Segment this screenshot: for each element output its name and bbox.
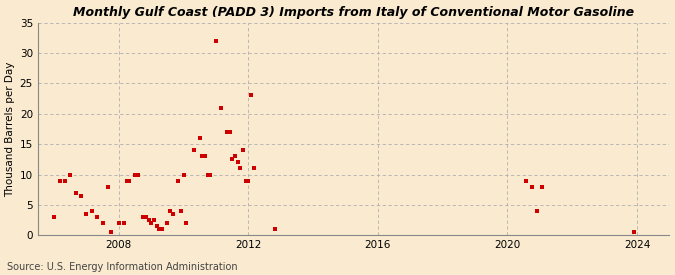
Point	[173, 178, 184, 183]
Point	[197, 154, 208, 158]
Point	[132, 172, 143, 177]
Point	[92, 215, 103, 219]
Point	[200, 154, 211, 158]
Point	[526, 185, 537, 189]
Point	[230, 154, 240, 158]
Point	[143, 218, 154, 222]
Point	[629, 230, 640, 235]
Text: Source: U.S. Energy Information Administration: Source: U.S. Energy Information Administ…	[7, 262, 238, 272]
Point	[221, 130, 232, 134]
Point	[157, 227, 167, 232]
Point	[54, 178, 65, 183]
Point	[151, 224, 162, 229]
Point	[521, 178, 532, 183]
Point	[113, 221, 124, 226]
Point	[122, 178, 132, 183]
Point	[165, 209, 176, 213]
Point	[86, 209, 97, 213]
Point	[59, 178, 70, 183]
Point	[162, 221, 173, 226]
Point	[205, 172, 216, 177]
Point	[176, 209, 186, 213]
Point	[81, 212, 92, 216]
Point	[154, 227, 165, 232]
Point	[70, 191, 81, 195]
Point	[140, 215, 151, 219]
Point	[124, 178, 135, 183]
Point	[246, 93, 256, 98]
Point	[243, 178, 254, 183]
Point	[148, 218, 159, 222]
Point	[97, 221, 108, 226]
Point	[49, 215, 59, 219]
Point	[65, 172, 76, 177]
Point	[537, 185, 548, 189]
Point	[235, 166, 246, 171]
Title: Monthly Gulf Coast (PADD 3) Imports from Italy of Conventional Motor Gasoline: Monthly Gulf Coast (PADD 3) Imports from…	[73, 6, 634, 18]
Point	[103, 185, 113, 189]
Point	[146, 221, 157, 226]
Point	[532, 209, 543, 213]
Point	[194, 136, 205, 140]
Point	[119, 221, 130, 226]
Point	[224, 130, 235, 134]
Point	[248, 166, 259, 171]
Point	[232, 160, 243, 164]
Point	[138, 215, 148, 219]
Point	[105, 230, 116, 235]
Point	[178, 172, 189, 177]
Point	[227, 157, 238, 161]
Y-axis label: Thousand Barrels per Day: Thousand Barrels per Day	[5, 61, 16, 197]
Point	[76, 194, 86, 198]
Point	[181, 221, 192, 226]
Point	[211, 39, 221, 43]
Point	[240, 178, 251, 183]
Point	[238, 148, 248, 152]
Point	[202, 172, 213, 177]
Point	[216, 105, 227, 110]
Point	[270, 227, 281, 232]
Point	[189, 148, 200, 152]
Point	[167, 212, 178, 216]
Point	[130, 172, 140, 177]
